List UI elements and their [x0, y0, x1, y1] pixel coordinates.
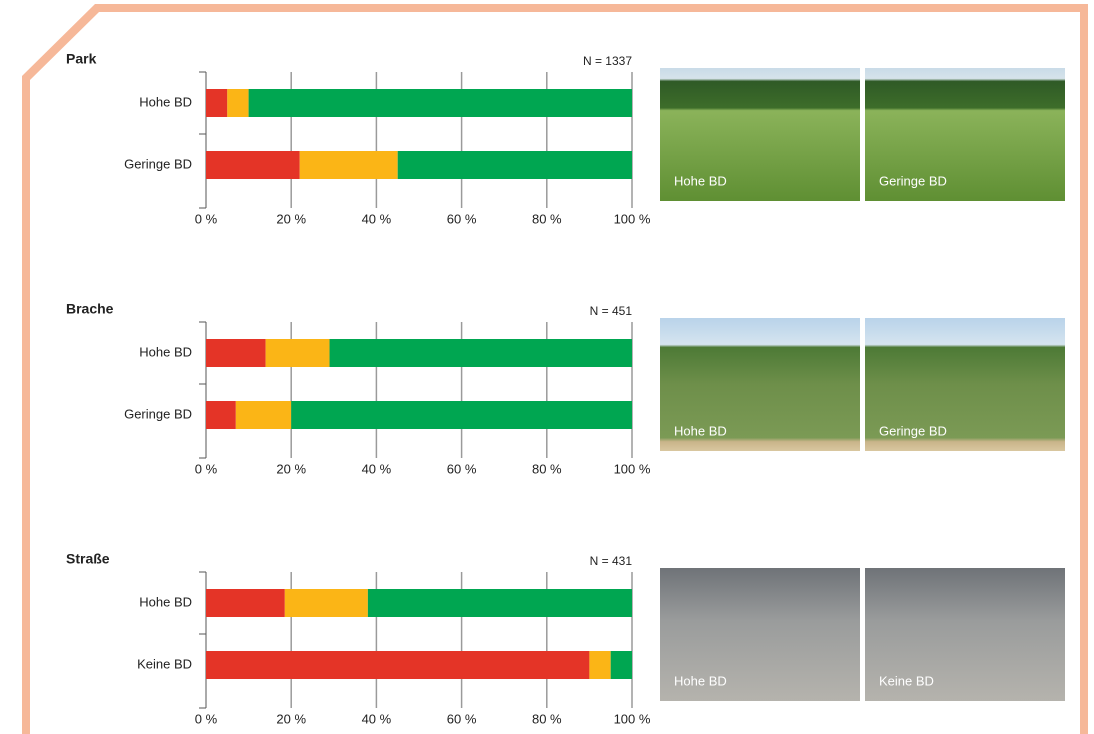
x-tick-label: 60 %: [447, 711, 477, 726]
x-tick-label: 60 %: [447, 461, 477, 476]
x-tick-label: 20 %: [276, 211, 306, 226]
category-label: Geringe BD: [124, 406, 192, 421]
bar-segment: [300, 151, 398, 179]
bar-segment: [227, 89, 248, 117]
category-label: Keine BD: [137, 656, 192, 671]
chart-title: Brache: [66, 301, 114, 317]
x-tick-label: 100 %: [614, 461, 651, 476]
bar-segment: [206, 401, 236, 429]
bar-segment: [291, 401, 632, 429]
x-tick-label: 0 %: [195, 211, 218, 226]
category-label: Hohe BD: [139, 94, 192, 109]
chart-title: Park: [66, 51, 97, 67]
x-tick-label: 80 %: [532, 711, 562, 726]
bar-segment: [249, 89, 632, 117]
x-tick-label: 0 %: [195, 461, 218, 476]
photo-label: Geringe BD: [879, 423, 947, 438]
bar-segment: [368, 589, 632, 617]
x-tick-label: 20 %: [276, 461, 306, 476]
category-label: Hohe BD: [139, 344, 192, 359]
x-tick-label: 0 %: [195, 711, 218, 726]
bar-segment: [611, 651, 632, 679]
photo-label: Keine BD: [879, 673, 934, 688]
bar-segment: [206, 589, 285, 617]
x-tick-label: 40 %: [362, 461, 392, 476]
sample-size: N = 431: [590, 554, 633, 568]
bar-segment: [266, 339, 330, 367]
bar-segment: [206, 651, 589, 679]
bar-segment: [285, 589, 368, 617]
category-label: Geringe BD: [124, 156, 192, 171]
x-tick-label: 40 %: [362, 211, 392, 226]
x-tick-label: 20 %: [276, 711, 306, 726]
sample-size: N = 451: [590, 304, 633, 318]
x-tick-label: 100 %: [614, 211, 651, 226]
bar-segment: [206, 339, 266, 367]
chart-title: Straße: [66, 551, 110, 567]
x-tick-label: 60 %: [447, 211, 477, 226]
x-tick-label: 40 %: [362, 711, 392, 726]
bar-segment: [330, 339, 632, 367]
category-label: Hohe BD: [139, 594, 192, 609]
bar-segment: [206, 89, 227, 117]
bar-segment: [206, 151, 300, 179]
x-tick-label: 80 %: [532, 211, 562, 226]
photo-label: Hohe BD: [674, 673, 727, 688]
sample-size: N = 1337: [583, 54, 632, 68]
photo-label: Hohe BD: [674, 173, 727, 188]
photo-label: Geringe BD: [879, 173, 947, 188]
bar-segment: [236, 401, 291, 429]
x-tick-label: 100 %: [614, 711, 651, 726]
bar-segment: [589, 651, 610, 679]
x-tick-label: 80 %: [532, 461, 562, 476]
bar-segment: [398, 151, 632, 179]
page: Park N = 1337 0 % 20 % 40 % 60 % 80 % 100 % Hohe…: [0, 0, 1094, 734]
photo-label: Hohe BD: [674, 423, 727, 438]
